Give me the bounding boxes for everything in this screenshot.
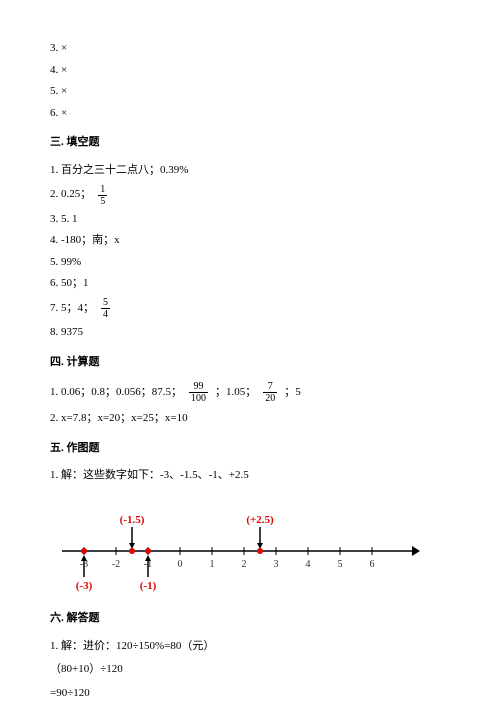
fill-item: 7. 5；4； 5 4 — [50, 297, 450, 320]
svg-text:(-1.5): (-1.5) — [120, 514, 145, 526]
denominator: 5 — [98, 196, 107, 207]
fill-item: 3. 5. 1 — [50, 211, 450, 229]
answer-line: =90÷120 — [50, 685, 450, 703]
fill-item: 2. 0.25； 1 5 — [50, 184, 450, 207]
denominator: 4 — [101, 309, 110, 320]
text: ；1.05； — [215, 384, 256, 402]
svg-text:1: 1 — [210, 559, 215, 570]
fraction: 7 20 — [263, 381, 277, 404]
svg-text:5: 5 — [338, 559, 343, 570]
fill-item: 6. 50；1 — [50, 275, 450, 293]
svg-text:(+2.5): (+2.5) — [246, 514, 274, 526]
fraction: 1 5 — [98, 184, 107, 207]
answer-line: 1. 解：进价：120÷150%=80（元） — [50, 638, 450, 656]
judgment-item: 5. × — [50, 83, 450, 101]
svg-text:4: 4 — [306, 559, 311, 570]
answer-line: （80+10）÷120 — [50, 661, 450, 679]
svg-text:(-1): (-1) — [140, 580, 157, 592]
number-line-svg: -3-2-10123456(-3)(-1.5)(-1)(+2.5) — [50, 503, 430, 598]
fraction: 5 4 — [101, 297, 110, 320]
text: ；5 — [284, 384, 301, 402]
numerator: 7 — [263, 381, 277, 393]
fill-item: 8. 9375 — [50, 324, 450, 342]
fraction: 99 100 — [189, 381, 208, 404]
section5-heading: 五. 作图题 — [50, 440, 450, 458]
fill-item: 4. -180；南；x — [50, 232, 450, 250]
svg-text:6: 6 — [370, 559, 375, 570]
judgment-item: 3. × — [50, 40, 450, 58]
section3-heading: 三. 填空题 — [50, 134, 450, 152]
fill-item: 1. 百分之三十二点八；0.39% — [50, 162, 450, 180]
fill-item: 5. 99% — [50, 254, 450, 272]
svg-text:3: 3 — [274, 559, 279, 570]
svg-text:0: 0 — [178, 559, 183, 570]
number-line-figure: -3-2-10123456(-3)(-1.5)(-1)(+2.5) — [50, 503, 450, 598]
numerator: 1 — [98, 184, 107, 196]
numerator: 5 — [101, 297, 110, 309]
section6-heading: 六. 解答题 — [50, 610, 450, 628]
judgment-list: 3. × 4. × 5. × 6. × — [50, 40, 450, 122]
svg-text:2: 2 — [242, 559, 247, 570]
denominator: 100 — [189, 393, 208, 404]
text: 1. 0.06；0.8；0.056；87.5； — [50, 384, 182, 402]
judgment-item: 6. × — [50, 105, 450, 123]
text: 2. 0.25； — [50, 186, 91, 204]
svg-text:-2: -2 — [112, 559, 120, 570]
drawing-text: 1. 解：这些数字如下：-3、-1.5、-1、+2.5 — [50, 467, 450, 485]
denominator: 20 — [263, 393, 277, 404]
text: 7. 5；4； — [50, 300, 94, 318]
judgment-item: 4. × — [50, 62, 450, 80]
calc-item: 2. x=7.8；x=20；x=25；x=10 — [50, 410, 450, 428]
calc-item: 1. 0.06；0.8；0.056；87.5； 99 100 ；1.05； 7 … — [50, 381, 450, 404]
svg-text:(-3): (-3) — [76, 580, 93, 592]
section4-heading: 四. 计算题 — [50, 354, 450, 372]
numerator: 99 — [189, 381, 208, 393]
